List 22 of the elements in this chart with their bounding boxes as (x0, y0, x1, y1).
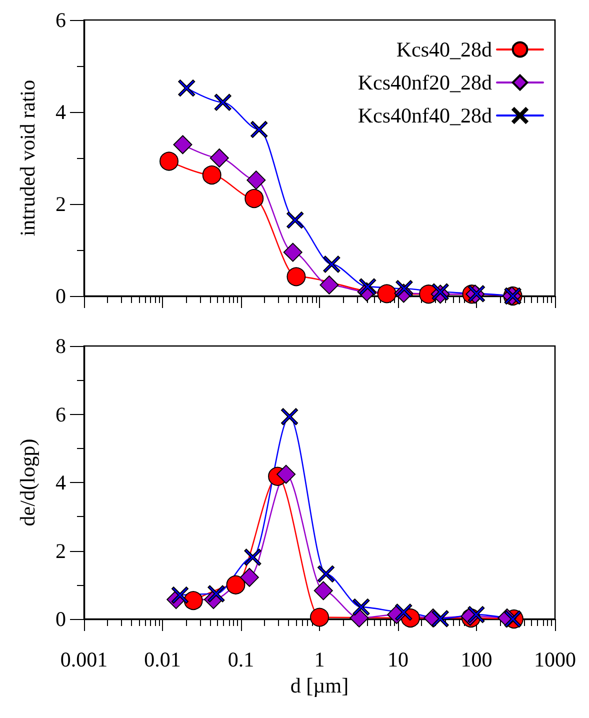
x-axis-title: d [µm] (290, 673, 349, 698)
x-tick-label: 0.01 (144, 648, 181, 672)
legend-label: Kcs40_28d (396, 38, 492, 62)
y-tick-label: 6 (56, 8, 66, 32)
y-tick-label: 4 (56, 100, 66, 124)
x-tick-label: 100 (460, 648, 492, 672)
x-tick-label: 1000 (534, 648, 576, 672)
legend-label: Kcs40nf40_28d (358, 104, 492, 128)
y-axis-title: de/d(logp) (16, 438, 40, 526)
y-tick-label: 8 (56, 334, 66, 358)
y-tick-label: 0 (56, 284, 66, 308)
x-tick-label: 10 (388, 648, 408, 672)
legend-label: Kcs40nf20_28d (358, 70, 492, 94)
x-tick-label: 1 (314, 648, 325, 672)
y-axis-title: intruded void ratio (16, 80, 40, 236)
y-tick-label: 6 (56, 402, 66, 426)
y-tick-label: 0 (56, 607, 66, 631)
x-tick-label: 0.001 (60, 648, 108, 672)
x-tick-label: 0.1 (228, 648, 254, 672)
y-tick-label: 2 (56, 192, 66, 216)
y-tick-label: 2 (56, 538, 66, 563)
y-tick-label: 4 (56, 470, 66, 494)
